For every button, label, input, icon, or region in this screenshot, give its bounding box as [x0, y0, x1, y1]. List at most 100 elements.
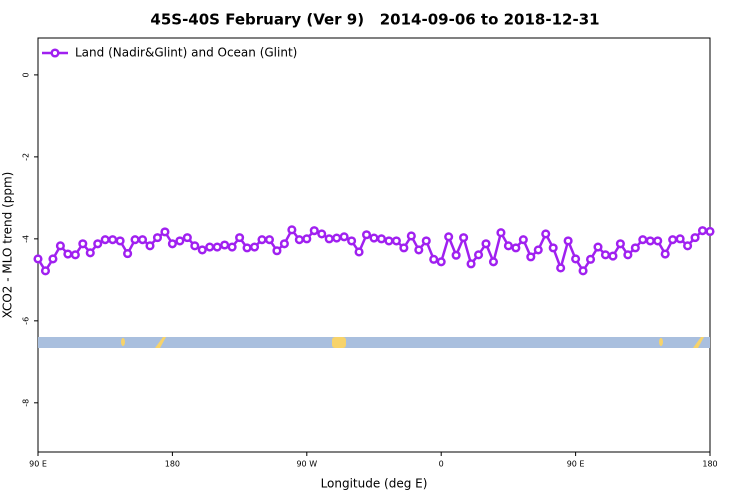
- land: [693, 337, 704, 348]
- point: [473, 250, 484, 260]
- legend-marker: [50, 48, 60, 58]
- point: [190, 241, 200, 251]
- point: [414, 245, 424, 255]
- chart-title: 45S-40S February (Ver 9) 2014-09-06 to 2…: [150, 11, 599, 29]
- y-tick-label: -2: [22, 153, 31, 161]
- y-tick-label: 0: [22, 72, 31, 77]
- point: [556, 263, 566, 273]
- x-tick-label: 90 W: [296, 460, 317, 469]
- land: [121, 338, 125, 346]
- point: [436, 257, 446, 267]
- point: [391, 236, 401, 246]
- point: [630, 243, 640, 253]
- point: [242, 243, 252, 253]
- point: [406, 231, 416, 241]
- x-tick-label: 180: [702, 460, 717, 469]
- x-tick-label: 180: [165, 460, 180, 469]
- point: [488, 257, 499, 267]
- point: [459, 233, 469, 243]
- point: [212, 242, 222, 252]
- point: [466, 259, 476, 269]
- point: [249, 242, 260, 252]
- point: [533, 245, 543, 255]
- point: [354, 247, 364, 257]
- point: [197, 245, 207, 255]
- legend: Land (Nadir&Glint) and Ocean (Glint): [42, 46, 297, 60]
- point: [279, 239, 289, 249]
- point: [264, 235, 275, 245]
- point: [130, 235, 140, 245]
- point: [175, 236, 185, 246]
- y-tick-label: -6: [22, 317, 31, 325]
- point: [63, 249, 73, 259]
- point: [683, 241, 693, 251]
- point: [332, 233, 342, 243]
- point: [503, 241, 513, 251]
- point: [85, 248, 95, 258]
- point: [585, 254, 596, 264]
- x-tick-label: 90 E: [29, 460, 47, 469]
- point: [361, 230, 372, 240]
- point: [541, 229, 551, 239]
- point: [705, 226, 715, 237]
- point: [376, 234, 387, 244]
- point: [429, 254, 439, 264]
- point: [675, 234, 685, 244]
- point: [668, 235, 678, 245]
- legend-label: Land (Nadir&Glint) and Ocean (Glint): [75, 46, 297, 60]
- point: [324, 234, 334, 244]
- point: [317, 229, 327, 239]
- point: [421, 236, 431, 246]
- point: [481, 239, 491, 249]
- point: [115, 236, 125, 246]
- point: [152, 233, 163, 243]
- point: [451, 250, 461, 260]
- point: [182, 233, 192, 243]
- point: [690, 233, 700, 243]
- point: [137, 235, 148, 245]
- point: [615, 239, 625, 249]
- point: [444, 232, 454, 242]
- point: [205, 242, 215, 252]
- x-tick-label: 0: [439, 460, 444, 469]
- point: [563, 236, 573, 246]
- point: [48, 254, 58, 264]
- point: [645, 236, 655, 246]
- point: [220, 240, 230, 250]
- point: [78, 239, 88, 249]
- point: [369, 233, 379, 243]
- point: [384, 236, 394, 246]
- point: [548, 243, 558, 253]
- point: [347, 236, 357, 246]
- point: [660, 249, 670, 259]
- point: [108, 235, 118, 245]
- point: [518, 235, 528, 245]
- point: [294, 235, 304, 245]
- point: [511, 243, 521, 253]
- point: [257, 235, 267, 245]
- point: [272, 246, 282, 256]
- point: [339, 232, 349, 242]
- y-axis-title: XCO2 - MLO trend (ppm): [1, 172, 15, 319]
- plot-frame: [37, 37, 711, 453]
- point: [309, 226, 319, 236]
- point: [70, 250, 80, 260]
- ocean-band: [38, 337, 710, 348]
- point: [93, 239, 103, 249]
- x-tick-label: 90 E: [567, 460, 585, 469]
- point: [287, 225, 297, 235]
- point: [496, 228, 506, 238]
- land-ocean-band: [38, 337, 710, 348]
- x-axis-title: Longitude (deg E): [321, 477, 428, 491]
- y-tick-label: -8: [22, 399, 31, 407]
- point: [40, 266, 51, 276]
- point: [55, 241, 65, 251]
- point: [235, 233, 245, 243]
- point: [593, 242, 603, 252]
- point: [600, 250, 611, 260]
- point: [302, 234, 312, 244]
- point: [227, 242, 237, 252]
- y-tick-label: -4: [22, 235, 31, 243]
- point: [526, 252, 536, 262]
